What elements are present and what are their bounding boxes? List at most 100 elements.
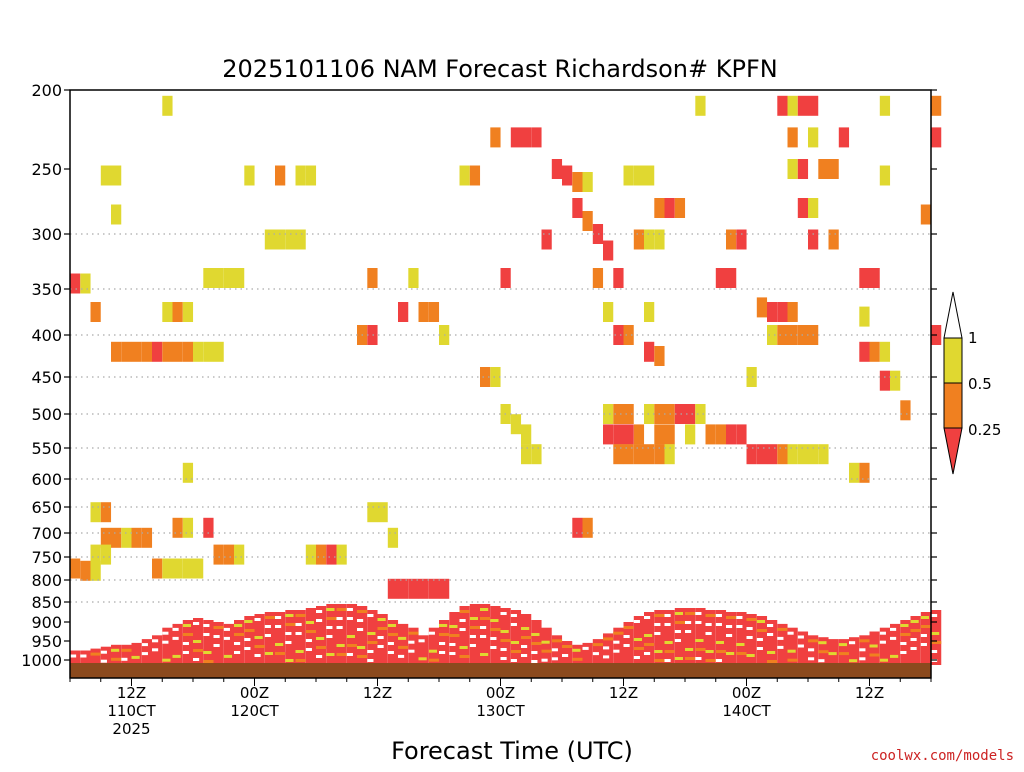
pbl-cell: [613, 627, 624, 665]
pbl-speckle: [797, 635, 804, 639]
pbl-speckle: [705, 614, 716, 617]
pbl-speckle: [244, 647, 251, 650]
pbl-speckle: [541, 658, 548, 662]
ri-cell: [480, 367, 491, 387]
ri-cell: [367, 325, 378, 345]
pbl-cell: [346, 604, 358, 665]
pbl-speckle: [531, 642, 542, 645]
pbl-speckle: [336, 653, 347, 656]
pbl-speckle: [644, 616, 651, 619]
pbl-speckle: [377, 618, 386, 621]
pbl-speckle: [510, 614, 517, 617]
pbl-speckle: [408, 631, 419, 635]
ri-cell: [808, 95, 819, 116]
ri-cell: [756, 297, 768, 318]
pbl-speckle: [121, 648, 132, 652]
pbl-speckle: [603, 655, 610, 659]
pbl-speckle: [746, 636, 753, 639]
y-tick-label: 400: [31, 326, 62, 345]
pbl-speckle: [797, 644, 804, 648]
pbl-speckle: [408, 640, 415, 644]
pbl-speckle: [890, 627, 897, 631]
ri-cell: [808, 229, 819, 250]
pbl-speckle: [808, 657, 815, 661]
pbl-speckle: [695, 621, 702, 624]
ri-cell: [797, 444, 809, 465]
ri-cell: [726, 268, 737, 288]
ri-cell: [808, 444, 819, 465]
pbl-cell: [849, 637, 860, 665]
pbl-speckle: [705, 623, 712, 626]
pbl-cell: [797, 631, 809, 665]
pbl-speckle: [592, 652, 599, 656]
y-tick-label: 500: [31, 405, 62, 424]
ri-cell: [879, 370, 891, 391]
pbl-speckle: [510, 650, 522, 653]
pbl-speckle: [838, 643, 847, 647]
pbl-cell: [541, 627, 552, 665]
pbl-speckle: [910, 647, 917, 650]
x-tick-label: 00Z: [486, 684, 515, 702]
pbl-speckle: [162, 658, 171, 662]
pbl-speckle: [469, 635, 476, 638]
pbl-speckle: [664, 650, 675, 653]
ri-cell: [705, 424, 716, 445]
ri-cell: [664, 424, 675, 445]
pbl-speckle: [234, 624, 243, 627]
ri-cell: [808, 198, 819, 218]
pbl-speckle: [736, 643, 745, 646]
pbl-cell: [264, 612, 276, 665]
pbl-cell: [459, 606, 470, 665]
ri-cell: [633, 229, 645, 250]
pbl-speckle: [910, 629, 921, 632]
pbl-speckle: [305, 621, 314, 624]
pbl-cell: [890, 623, 901, 665]
ri-cell: [562, 165, 573, 186]
pbl-cell: [367, 610, 378, 665]
pbl-cell: [500, 608, 511, 665]
ri-cell: [633, 165, 645, 186]
ri-cell: [623, 165, 634, 186]
pbl-speckle: [449, 625, 458, 628]
pbl-cell: [828, 639, 839, 665]
ri-cell: [100, 165, 112, 186]
y-tick-label: 850: [31, 593, 62, 612]
ri-cell: [162, 341, 173, 362]
ri-cell: [275, 229, 286, 250]
ri-cell: [613, 325, 624, 345]
pbl-speckle: [336, 608, 347, 611]
pbl-speckle: [828, 652, 837, 656]
pbl-speckle: [367, 641, 378, 644]
ri-cell: [613, 424, 624, 445]
pbl-speckle: [203, 651, 212, 654]
pbl-cell: [469, 604, 481, 665]
pbl-speckle: [613, 640, 620, 644]
ri-cell: [849, 462, 860, 483]
pbl-cell: [869, 631, 880, 665]
pbl-speckle: [285, 641, 292, 644]
y-tick-label: 300: [31, 225, 62, 244]
ri-cell: [398, 302, 409, 322]
pbl-speckle: [316, 637, 325, 640]
pbl-speckle: [264, 625, 271, 628]
credit-text: coolwx.com/models: [871, 748, 1014, 764]
pbl-speckle: [264, 616, 276, 619]
ri-cell: [152, 341, 163, 362]
pbl-speckle: [705, 632, 712, 635]
pbl-speckle: [654, 623, 661, 626]
pbl-speckle: [910, 620, 919, 623]
pbl-speckle: [869, 653, 880, 657]
pbl-cell: [80, 650, 91, 665]
pbl-speckle: [859, 639, 870, 643]
ri-cell: [531, 444, 542, 465]
ri-cell: [387, 527, 399, 548]
legend-label: 0.5: [968, 375, 992, 393]
ri-cell: [90, 560, 101, 581]
pbl-speckle: [685, 657, 696, 660]
ri-cell: [613, 404, 624, 424]
pbl-speckle: [326, 608, 335, 611]
pbl-speckle: [500, 630, 509, 633]
pbl-cell: [572, 644, 583, 665]
pbl-speckle: [490, 637, 497, 640]
